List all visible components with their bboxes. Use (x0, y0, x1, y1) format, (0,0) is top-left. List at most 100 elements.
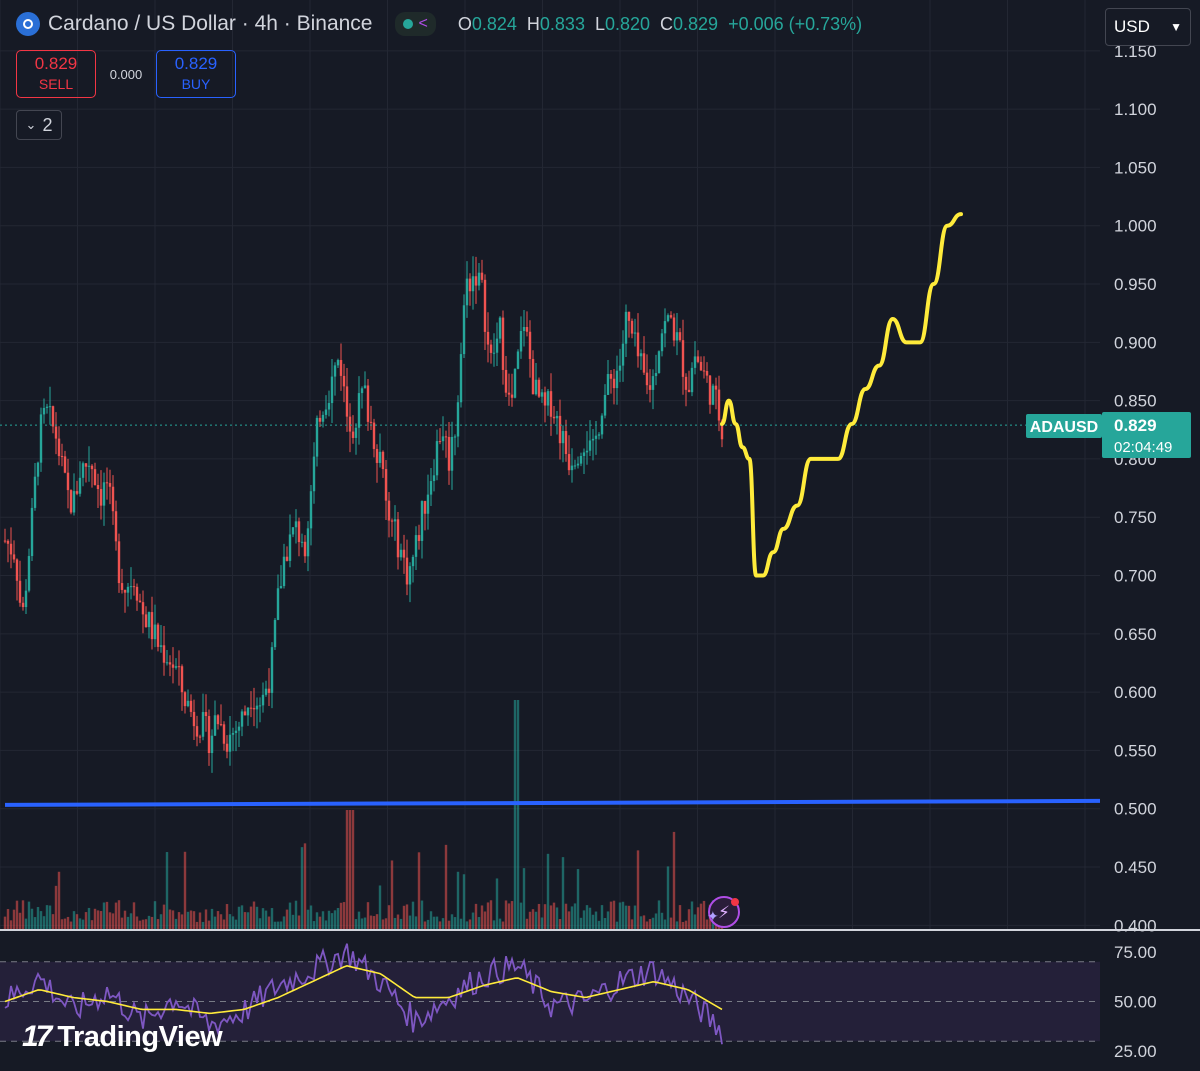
candle-body (543, 392, 547, 406)
candle-body (120, 583, 124, 590)
volume-bar (312, 921, 316, 930)
candle-body (333, 365, 337, 377)
volume-bar (33, 917, 37, 930)
volume-bar (327, 910, 331, 930)
candle-body (393, 519, 397, 522)
price-axis[interactable]: 1.1501.1001.0501.0000.9500.9000.8500.800… (1114, 42, 1157, 936)
candle-body (297, 521, 301, 543)
rsi-pane[interactable] (0, 943, 1100, 1045)
volume-bar (432, 916, 436, 930)
volume-bar (318, 916, 322, 930)
volume-bar (459, 918, 463, 930)
candle-body (702, 370, 706, 372)
volume-bar (480, 905, 484, 930)
candle-body (69, 490, 73, 513)
symbol-title[interactable]: Cardano / US Dollar · 4h · Binance (48, 12, 373, 35)
cardano-logo-icon (16, 12, 40, 36)
candle-body (21, 602, 25, 608)
volume-bar (669, 917, 673, 930)
buy-button[interactable]: 0.829 BUY (156, 50, 236, 98)
candle-body (411, 556, 415, 567)
volume-bar (126, 916, 130, 930)
volume-bar (27, 901, 31, 930)
candle-body (645, 372, 649, 386)
candle-body (603, 394, 607, 416)
candle-body (300, 541, 304, 543)
candle-body (582, 452, 586, 456)
volume-bar (282, 916, 286, 930)
projection-drawing[interactable] (720, 212, 963, 578)
volume-bar (114, 902, 118, 930)
candle-body (486, 331, 490, 345)
status-pill[interactable]: < (394, 12, 436, 36)
volume-bar (96, 910, 100, 930)
volume-bar (198, 912, 202, 930)
volume-bar (141, 919, 145, 930)
volume-bar (294, 900, 298, 930)
candle-body (387, 500, 391, 521)
candle-body (693, 356, 697, 368)
candle-body (423, 501, 427, 514)
candle-body (555, 415, 559, 419)
candle-body (336, 360, 340, 366)
volume-bar (300, 847, 304, 930)
candle-body (585, 450, 589, 453)
volume-bar (528, 911, 532, 930)
currency-select[interactable]: USD ▼ (1105, 8, 1191, 46)
volume-bar (366, 902, 370, 930)
volume-bar (390, 860, 394, 930)
volume-bar (333, 910, 337, 930)
candle-body (537, 379, 541, 397)
price-tick-label: 0.550 (1114, 741, 1157, 760)
volume-bar (543, 904, 547, 930)
sell-button[interactable]: 0.829 SELL (16, 50, 96, 98)
volume-bar (507, 903, 511, 930)
candle-body (30, 507, 34, 557)
volume-bar (357, 911, 361, 930)
volume-bar (420, 900, 424, 930)
volume-bar (288, 902, 292, 930)
candle-body (687, 389, 691, 393)
volume-bar (192, 911, 196, 930)
volume-bar (321, 911, 325, 930)
price-tick-label: 1.100 (1114, 100, 1157, 119)
tradingview-logo[interactable]: 17 TradingView (22, 1020, 223, 1054)
candle-body (198, 736, 202, 738)
candle-body (285, 556, 289, 561)
close-value: 0.829 (673, 13, 719, 34)
candle-body (90, 465, 94, 470)
candle-body (180, 666, 184, 693)
volume-bar (15, 900, 19, 930)
volume-bar (603, 918, 607, 930)
volume-bar (705, 919, 709, 930)
candle-body (189, 700, 193, 712)
volume-bar (60, 919, 64, 930)
candle-body (618, 365, 622, 371)
volume-bar (297, 915, 301, 930)
candle-body (447, 436, 451, 471)
candle-body (438, 441, 442, 443)
candle-body (396, 519, 400, 558)
candle-body (231, 733, 235, 735)
indicators-toggle-button[interactable]: ⌄ 2 (16, 110, 62, 140)
candle-body (525, 327, 529, 332)
volume-bar (72, 911, 76, 930)
volume-bar (438, 921, 442, 930)
volume-bar (264, 910, 268, 930)
candle-body (273, 619, 277, 648)
market-open-icon (402, 19, 413, 29)
candle-body (123, 589, 127, 593)
volume-bar (591, 914, 595, 930)
lightning-badge[interactable]: ⚡ ✦ (707, 896, 740, 928)
rsi-tick-label: 25.00 (1114, 1042, 1157, 1061)
candle-body (510, 394, 514, 398)
volume-bar (681, 921, 685, 930)
candle-body (696, 356, 700, 362)
support-line[interactable] (4, 798, 1101, 807)
volume-bar (342, 902, 346, 930)
volume-bar (39, 911, 43, 930)
candle-body (195, 726, 199, 737)
candle-body (183, 692, 187, 707)
candle-body (624, 311, 628, 344)
